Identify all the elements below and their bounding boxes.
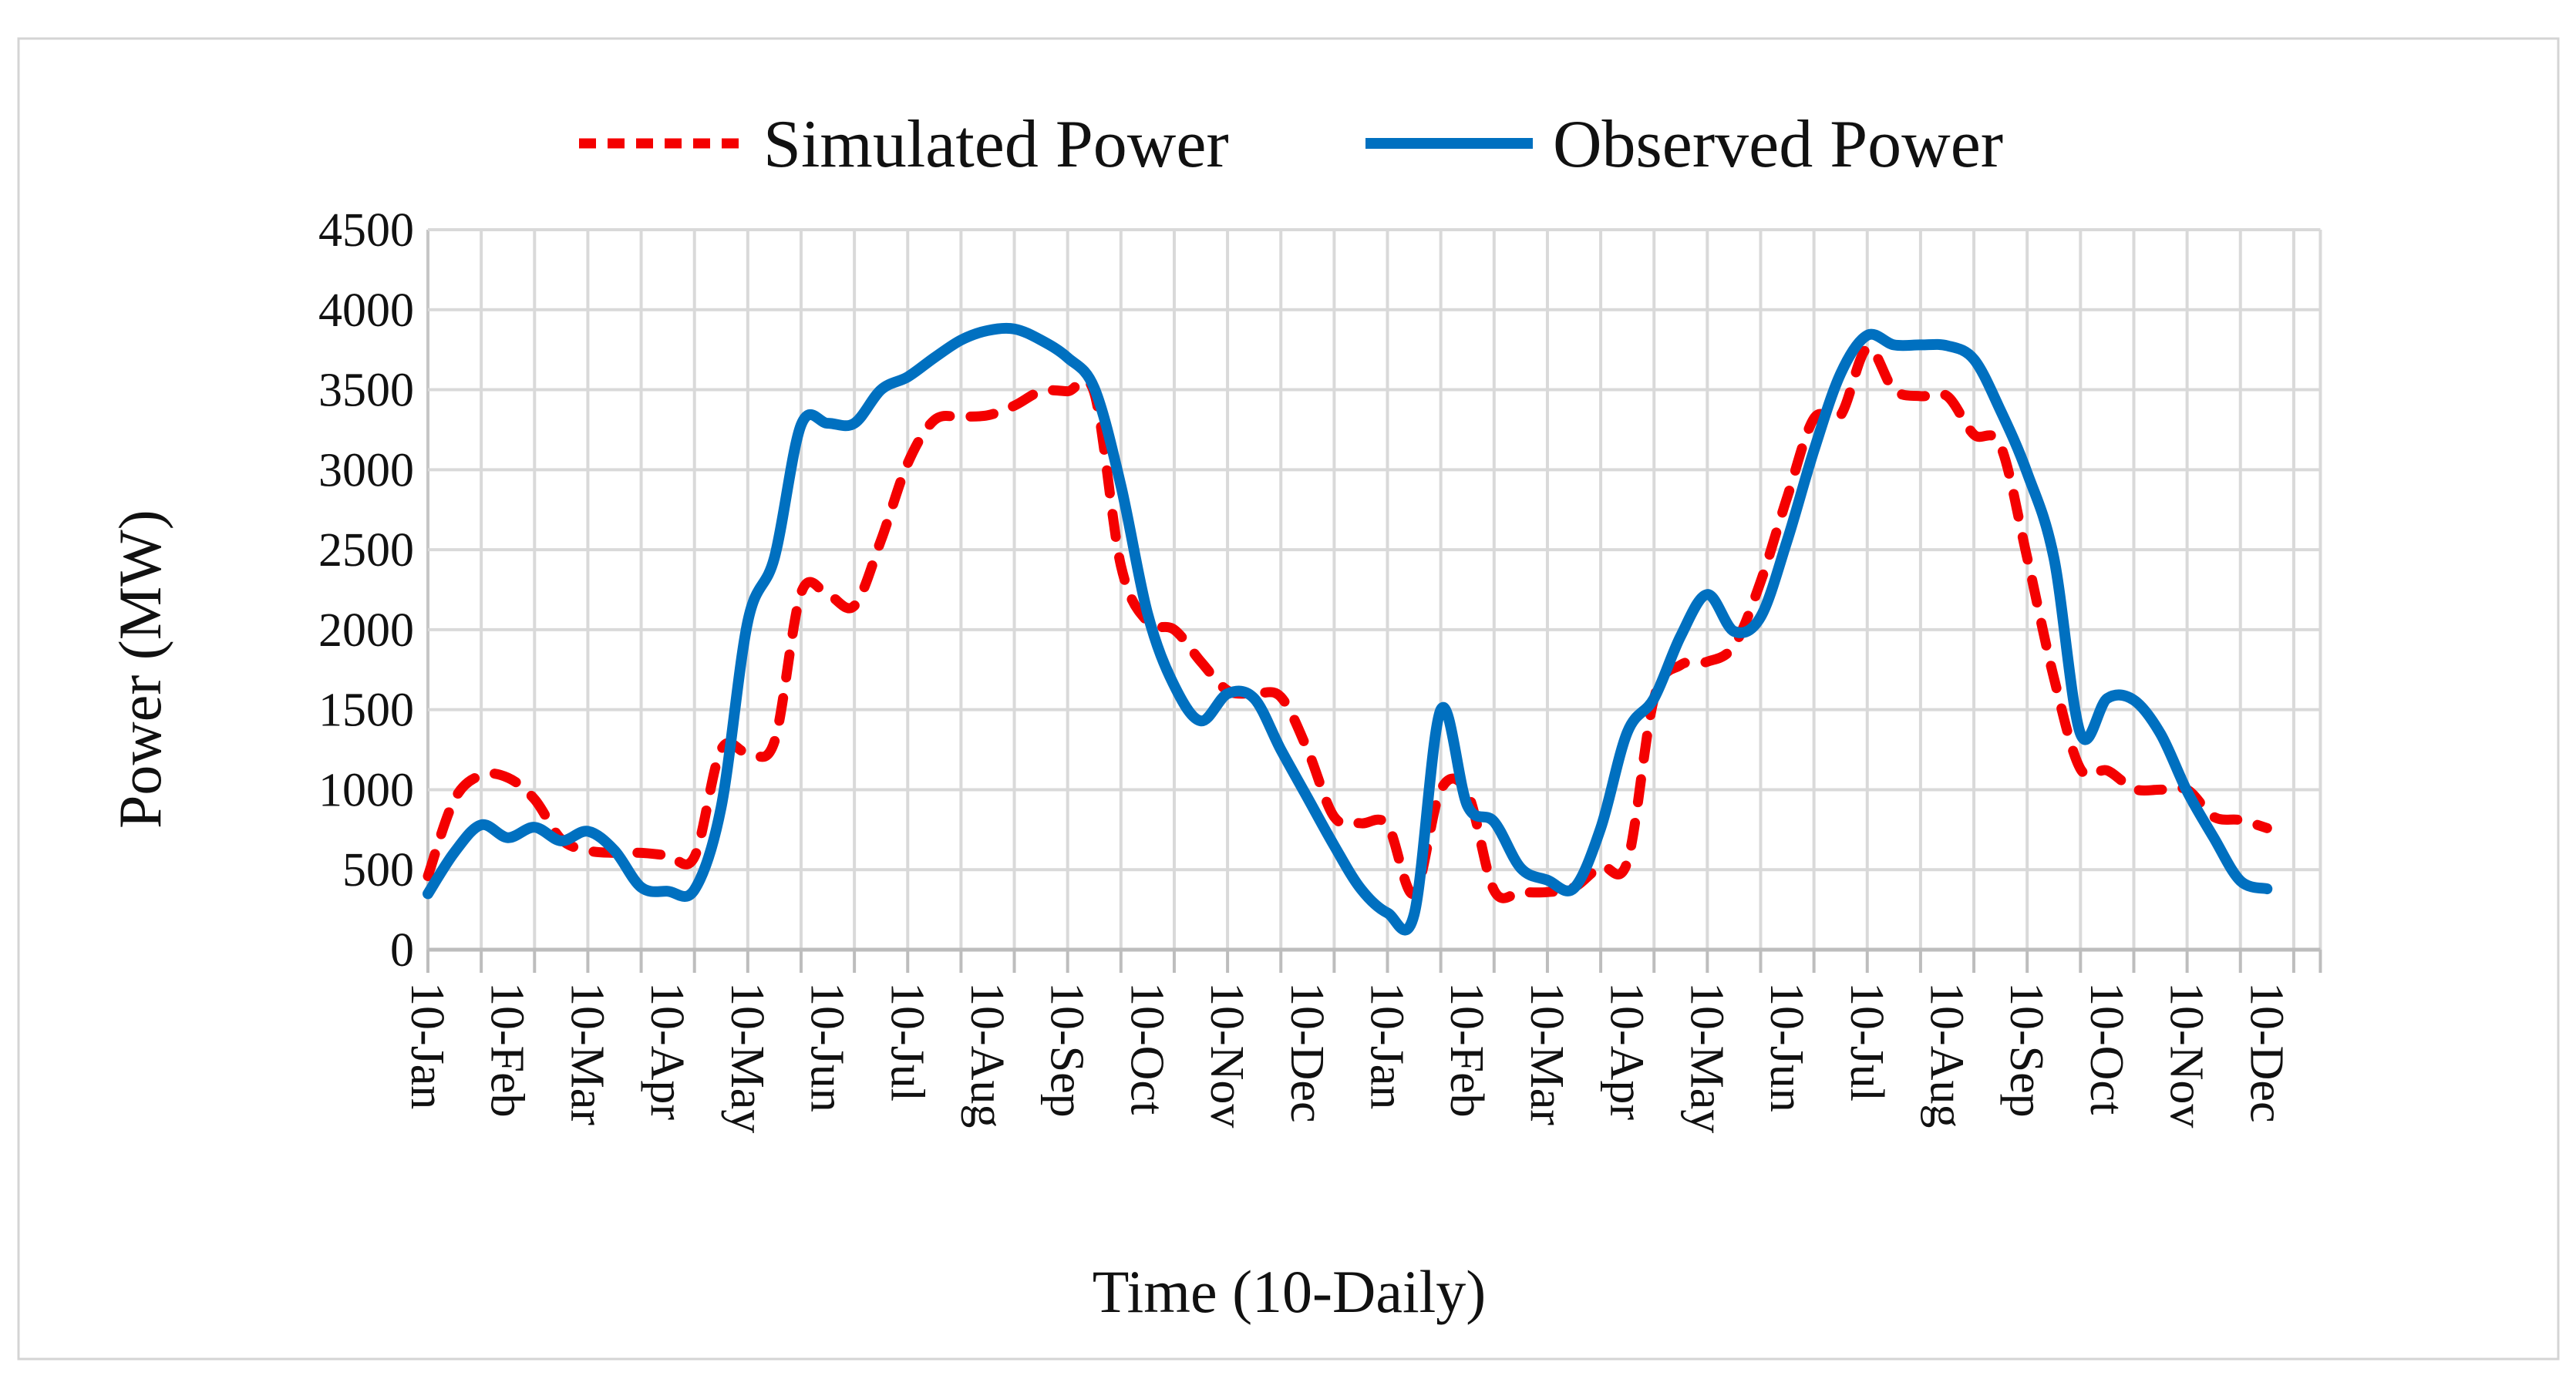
x-tick-label: 10-Jul (1840, 982, 1893, 1102)
y-tick-labels: 0 500 1000 1500 2000 2500 3000 3500 4000 4500 (318, 204, 414, 977)
y-axis-title: Power (MW) (106, 510, 173, 829)
y-tick-label: 0 (390, 924, 414, 977)
y-tick-label: 4000 (318, 284, 414, 337)
y-tick-label: 3000 (318, 444, 414, 496)
x-tick-label: 10-Sep (2000, 982, 2052, 1118)
x-tick-label: 10-Apr (1601, 982, 1653, 1120)
x-tick-label: 10-Dec (2240, 982, 2292, 1122)
x-tick-label: 10-Mar (561, 982, 613, 1125)
x-tick-label: 10-Dec (1281, 982, 1333, 1122)
x-tick-label: 10-Jun (1760, 982, 1813, 1112)
x-tick-label: 10-Aug (1920, 982, 1972, 1128)
x-tick-label: 10-Apr (641, 982, 693, 1120)
y-tick-label: 2000 (318, 604, 414, 657)
x-tick-label: 10-Nov (2160, 982, 2213, 1128)
legend: Simulated Power Observed Power (579, 107, 2003, 182)
x-tick-label: 10-Nov (1200, 982, 1253, 1128)
figure-border (17, 37, 2560, 1361)
x-tick-label: 10-Feb (1440, 982, 1493, 1118)
legend-label-simulated: Simulated Power (763, 107, 1229, 182)
y-tick-label: 4500 (318, 204, 414, 257)
x-tick-label: 10-Aug (961, 982, 1013, 1128)
x-axis-ticks (426, 950, 2322, 973)
x-tick-label: 10-Mar (1520, 982, 1573, 1125)
x-tick-label: 10-Jun (801, 982, 854, 1112)
y-tick-label: 1500 (318, 685, 414, 737)
simulated-power-line (423, 343, 2272, 903)
y-tick-label: 2500 (318, 524, 414, 577)
observed-power-line (423, 322, 2273, 936)
x-tick-label: 10-May (721, 982, 773, 1133)
x-axis-title: Time (10-Daily) (1093, 1258, 1487, 1325)
x-tick-label: 10-Jul (881, 982, 933, 1102)
y-tick-label: 500 (342, 844, 414, 896)
y-tick-label: 3500 (318, 365, 414, 417)
x-tick-label: 10-Oct (1120, 982, 1173, 1115)
y-tick-label: 1000 (318, 764, 414, 816)
legend-label-observed: Observed Power (1553, 107, 2003, 182)
x-tick-label: 10-Jan (401, 982, 453, 1109)
x-tick-label: 10-Sep (1041, 982, 1093, 1118)
x-tick-label: 10-Jan (1361, 982, 1413, 1109)
horizontal-gridlines (428, 228, 2321, 872)
x-tick-labels: 10-Jan 10-Feb 10-Mar 10-Apr 10-May 10-Jun 10-J… (401, 982, 2292, 1133)
x-tick-label: 10-Feb (481, 982, 534, 1118)
x-tick-label: 10-May (1680, 982, 1732, 1133)
x-tick-label: 10-Oct (2080, 982, 2133, 1115)
